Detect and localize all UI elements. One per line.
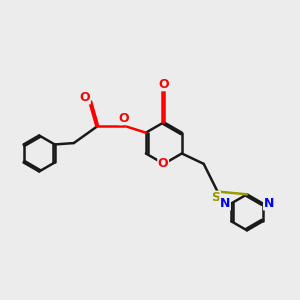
- Text: S: S: [211, 191, 220, 204]
- Text: O: O: [119, 112, 129, 124]
- Text: O: O: [158, 158, 169, 170]
- Text: N: N: [264, 197, 274, 210]
- Text: O: O: [80, 91, 90, 104]
- Text: N: N: [220, 197, 230, 210]
- Text: O: O: [158, 78, 169, 91]
